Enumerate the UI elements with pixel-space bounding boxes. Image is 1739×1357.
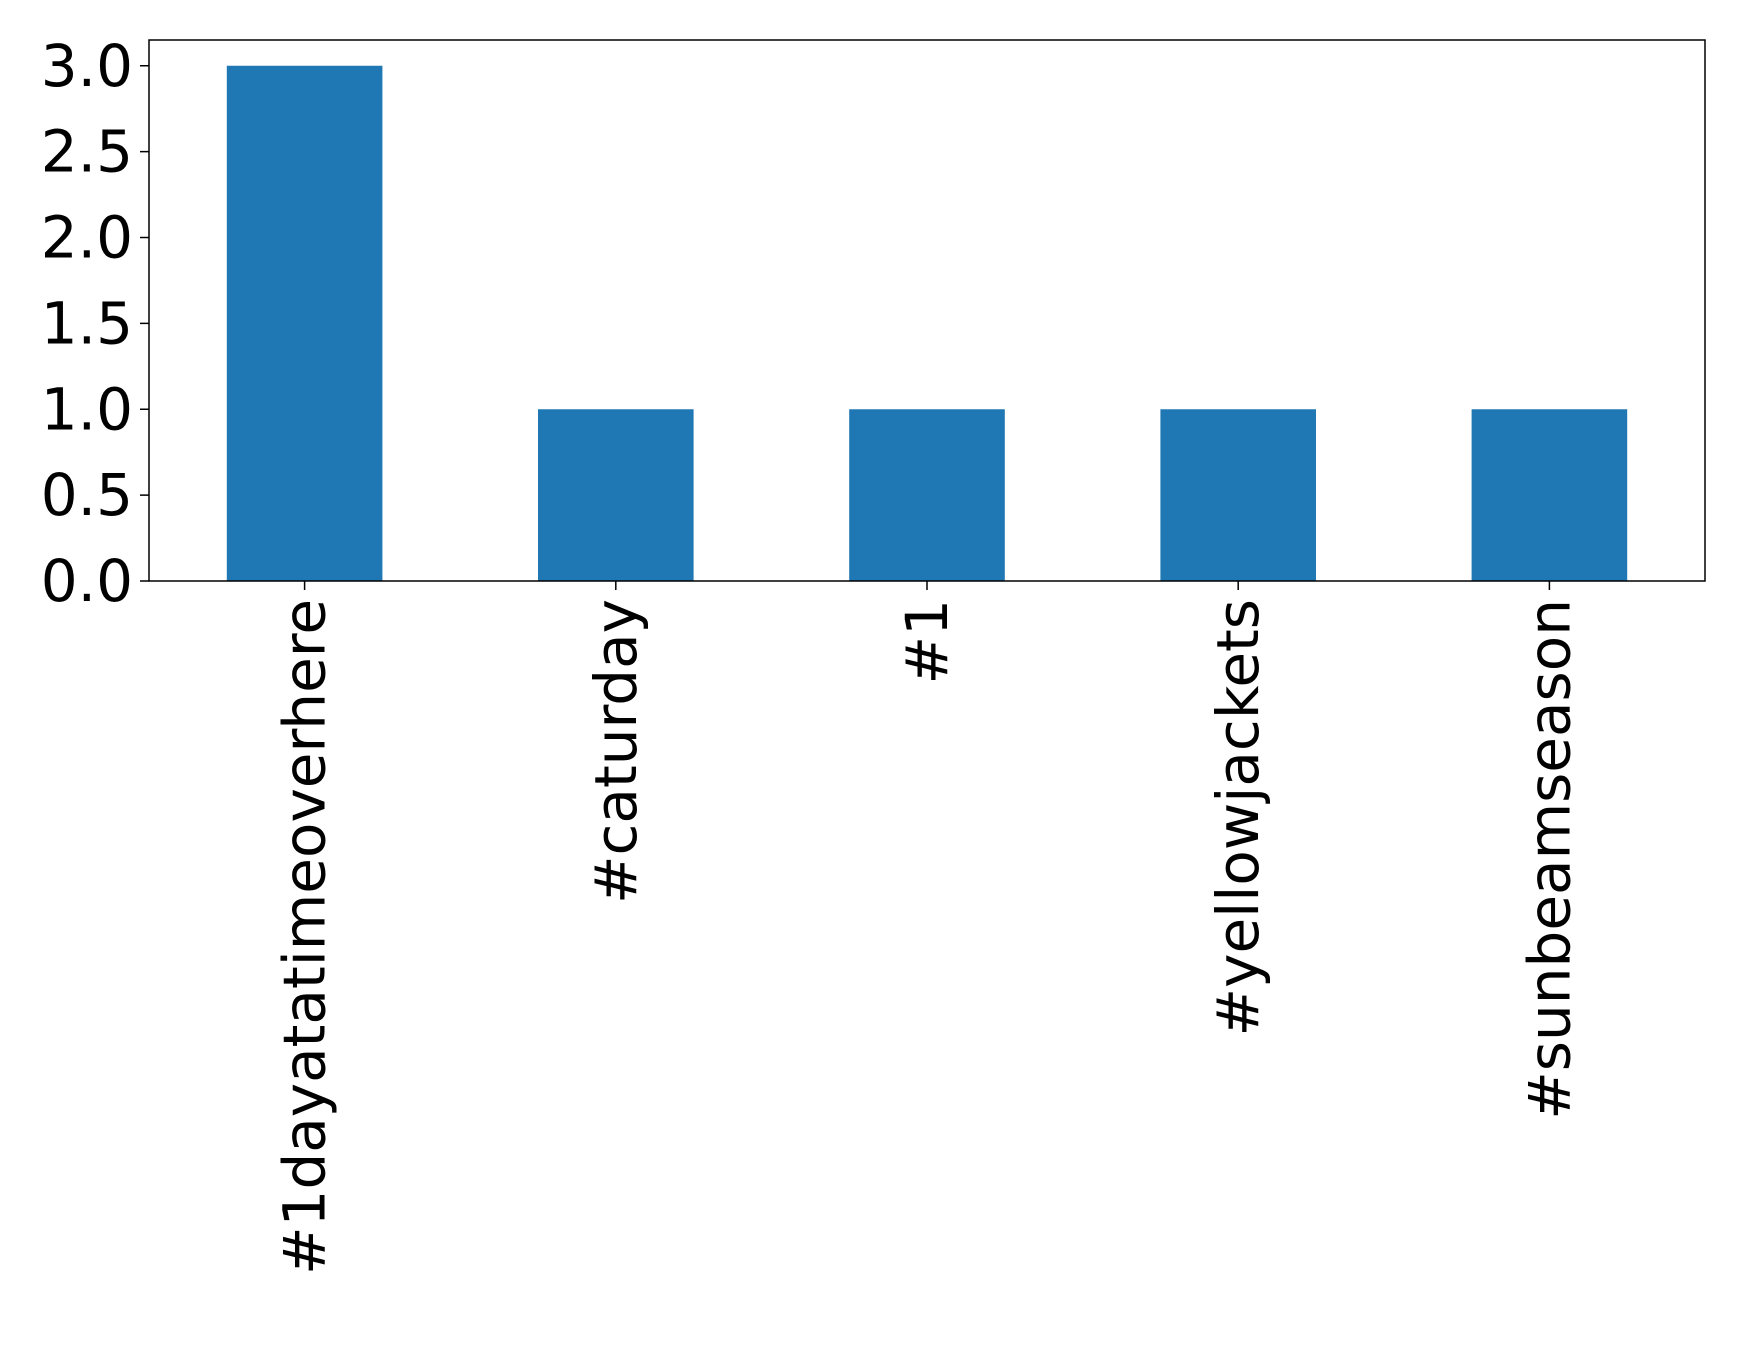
bar-1 — [538, 409, 694, 581]
y-tick-label: 2.0 — [41, 204, 133, 272]
x-tick-label: #yellowjackets — [1204, 599, 1272, 1036]
plot-frame — [148, 39, 1706, 582]
bars-group — [226, 65, 1628, 581]
y-tick-label: 2.5 — [41, 118, 133, 186]
y-tick-label: 3.0 — [41, 32, 133, 100]
bar-2 — [849, 409, 1005, 581]
x-tick-label: #sunbeamseason — [1515, 599, 1583, 1120]
x-tick-label: #1 — [893, 599, 961, 685]
y-tick-label: 0.5 — [41, 461, 133, 529]
x-axis: #1dayatatimeoverhere #caturday #1 #yellowja… — [271, 581, 1583, 1275]
x-tick-label: #1dayatatimeoverhere — [271, 599, 339, 1275]
y-tick-label: 1.0 — [41, 375, 133, 443]
y-axis: 0.0 0.5 1.0 1.5 2.0 2.5 3.0 — [41, 32, 149, 615]
y-tick-label: 1.5 — [41, 289, 133, 357]
x-tick-label: #caturday — [582, 599, 650, 904]
y-tick-label: 0.0 — [41, 547, 133, 615]
bar-0 — [226, 65, 383, 581]
bar-3 — [1160, 409, 1316, 581]
bar-4 — [1471, 409, 1628, 581]
